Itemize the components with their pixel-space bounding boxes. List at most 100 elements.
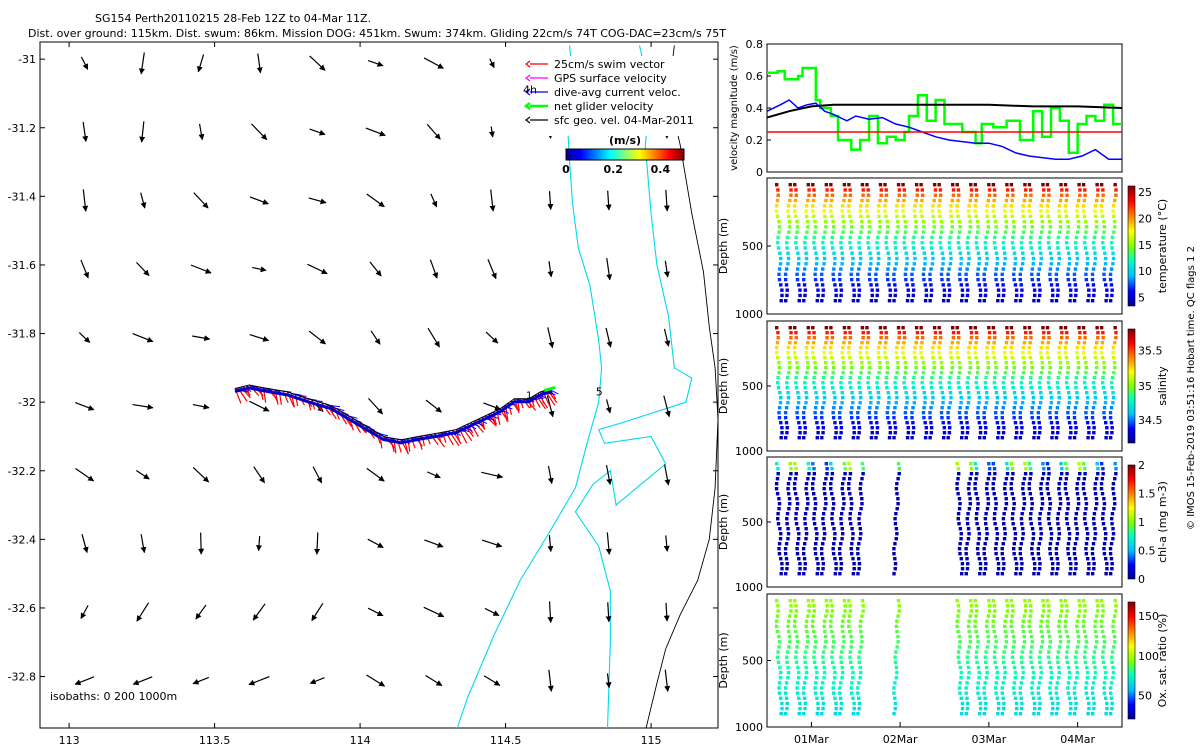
cast-sample	[1003, 665, 1007, 670]
cast-sample	[776, 660, 781, 665]
cast-sample	[1078, 193, 1082, 197]
cast-sample	[932, 326, 937, 330]
cast-sample	[1030, 416, 1034, 420]
cast-sample	[848, 467, 852, 471]
cast-sample	[893, 562, 898, 566]
cast-sample	[839, 701, 844, 706]
cast-sample	[814, 267, 818, 271]
cast-sample	[1012, 371, 1016, 375]
cast-sample	[976, 527, 981, 531]
cast-sample	[1014, 288, 1019, 292]
cast-sample	[785, 376, 790, 380]
cast-sample	[812, 467, 816, 471]
cast-sample	[803, 288, 807, 292]
cast-sample	[920, 381, 924, 385]
cast-sample	[810, 487, 815, 491]
cast-sample	[1090, 299, 1095, 303]
cast-sample	[1019, 542, 1023, 546]
cast-sample	[892, 686, 896, 690]
cast-sample	[1056, 701, 1060, 706]
velocity-net-glider-line	[767, 66, 1122, 155]
current-arrow	[605, 602, 612, 623]
cast-sample	[812, 604, 816, 608]
cast-sample	[1004, 219, 1008, 224]
cast-sample	[832, 527, 836, 531]
cast-sample	[802, 436, 806, 440]
cast-sample	[949, 256, 953, 261]
cast-sample	[816, 426, 820, 430]
cast-sample	[874, 436, 878, 440]
cast-sample	[1045, 351, 1050, 355]
cast-sample	[1060, 467, 1064, 471]
cast-sample	[1029, 376, 1033, 380]
cast-sample	[920, 188, 925, 192]
cast-sample	[894, 235, 898, 240]
cast-sample	[1066, 681, 1071, 685]
cast-sample	[1110, 517, 1114, 521]
cast-sample	[1046, 477, 1050, 481]
cast-sample	[888, 293, 893, 298]
cast-sample	[1037, 557, 1041, 561]
cast-sample	[974, 198, 978, 203]
cast-sample	[806, 225, 810, 229]
cast-sample	[942, 431, 947, 435]
cast-sample	[1036, 547, 1041, 551]
cast-sample	[893, 426, 898, 430]
legend-arrowhead	[525, 116, 531, 124]
cast-sample	[983, 431, 988, 435]
cast-sample	[924, 431, 929, 435]
cast-sample	[1042, 188, 1046, 192]
cast-sample	[1000, 416, 1004, 420]
current-arrow	[365, 127, 386, 137]
cast-sample	[1096, 609, 1100, 613]
cast-sample	[812, 650, 816, 654]
cast-sample	[806, 640, 810, 644]
cast-sample	[1038, 262, 1043, 266]
cast-sample	[1078, 336, 1082, 340]
cast-sample	[801, 552, 806, 556]
cast-sample	[811, 346, 815, 350]
cast-sample	[1082, 214, 1087, 219]
cast-sample	[878, 219, 882, 224]
cast-sample	[822, 346, 827, 350]
cast-sample	[903, 411, 908, 415]
cast-sample	[788, 341, 792, 345]
cast-sample	[1074, 293, 1078, 298]
cast-sample	[1110, 426, 1114, 430]
cast-sample	[1075, 527, 1079, 531]
cast-sample	[1037, 696, 1041, 700]
cast-sample	[960, 706, 965, 711]
cast-sample	[922, 251, 926, 255]
cast-sample	[1103, 676, 1108, 680]
current-arrow	[605, 532, 612, 555]
cast-sample	[829, 487, 833, 491]
cast-sample	[1049, 421, 1054, 425]
cast-sample	[1041, 472, 1046, 476]
cast-sample	[804, 346, 809, 350]
cast-sample	[991, 326, 996, 330]
cast-sample	[1105, 431, 1109, 435]
cast-sample	[1083, 472, 1087, 476]
cast-sample	[992, 381, 997, 385]
cast-sample	[929, 283, 933, 287]
cast-sample	[885, 371, 890, 375]
cast-sample	[1046, 214, 1051, 219]
cast-sample	[1002, 487, 1007, 491]
cast-sample	[813, 686, 817, 690]
cast-sample	[1111, 676, 1115, 680]
cast-sample	[1099, 183, 1104, 187]
cast-sample	[1110, 241, 1114, 245]
cast-sample	[1081, 204, 1086, 208]
cast-sample	[1012, 691, 1016, 695]
cast-sample	[994, 542, 998, 546]
current-arrow	[80, 56, 89, 70]
cast-sample	[1112, 230, 1116, 234]
cast-sample	[867, 219, 871, 224]
cast-sample	[902, 356, 906, 360]
cast-sample	[831, 497, 835, 501]
cast-sample	[896, 502, 900, 506]
cast-sample	[849, 686, 853, 690]
cast-sample	[821, 681, 825, 685]
cast-sample	[815, 572, 819, 576]
